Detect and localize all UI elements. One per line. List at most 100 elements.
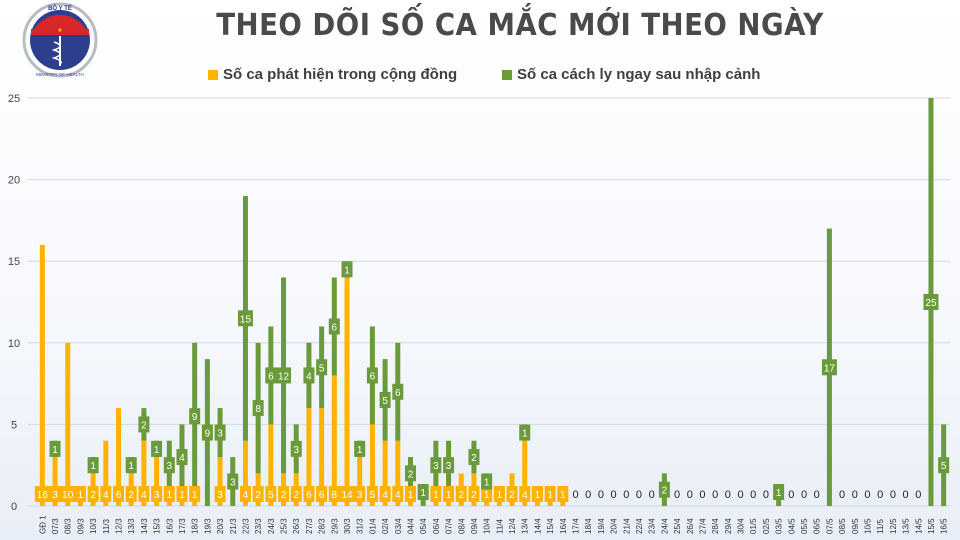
bar-group: 56 <box>366 326 378 506</box>
bar-group: 64 <box>303 342 315 506</box>
x-tick-label: 27/3 <box>305 518 314 534</box>
bar-group: 0 <box>915 489 921 501</box>
y-tick-label: 15 <box>8 256 20 268</box>
data-label-quarantine: 25 <box>925 298 937 309</box>
logo-bottom-text: MINISTRY OF HEALTH <box>36 72 84 77</box>
x-tick-label: 24/3 <box>267 518 276 534</box>
bar-group: 1 <box>773 484 785 506</box>
x-tick-label: 13/5 <box>902 518 911 534</box>
data-label-zero: 0 <box>788 489 794 501</box>
legend-swatch-quarantine <box>502 69 512 80</box>
bar-group: 0 <box>649 489 655 501</box>
y-tick-label: 0 <box>11 501 17 513</box>
data-label-bg <box>87 457 99 474</box>
data-label-bg <box>443 457 455 474</box>
data-label-community: 3 <box>357 490 363 501</box>
bar-community <box>357 457 363 506</box>
data-label-bg <box>34 486 50 502</box>
x-tick-label: 28/3 <box>318 518 327 534</box>
x-tick-label: 03/4 <box>394 518 403 534</box>
data-label-bg <box>227 473 239 490</box>
x-tick-label: 22/3 <box>241 518 250 534</box>
bar-group: 42 <box>138 408 150 506</box>
data-label-bg <box>468 449 480 466</box>
data-label-community: 4 <box>141 490 147 501</box>
data-label-quarantine: 3 <box>293 445 299 456</box>
y-tick-label: 25 <box>8 93 20 105</box>
bar-group: 4 <box>100 440 112 506</box>
data-label-community: 1 <box>484 490 490 501</box>
data-label-bg <box>316 486 328 502</box>
data-label-bg <box>138 486 150 502</box>
data-label-zero: 0 <box>687 489 693 501</box>
x-tick-label: 20/4 <box>610 518 619 534</box>
bar-group: 3 <box>227 457 239 506</box>
data-label-quarantine: 9 <box>205 429 211 440</box>
x-tick-label: 30/3 <box>343 518 352 534</box>
x-tick-label: 16/5 <box>940 518 949 534</box>
data-label-quarantine: 9 <box>192 412 198 423</box>
x-tick-label: 25/3 <box>280 518 289 534</box>
data-label-bg <box>189 486 201 502</box>
ministry-of-health-logo: ★ BỘ Y TẾ MINISTRY OF HEALTH <box>22 2 98 78</box>
data-label-quarantine: 2 <box>662 486 668 497</box>
data-label-bg <box>341 261 353 278</box>
data-label-quarantine: 2 <box>408 469 414 480</box>
bar-community <box>154 457 160 506</box>
data-label-bg <box>379 486 391 502</box>
chart-title: THEO DÕI SỐ CA MẮC MỚI THEO NGÀY <box>216 8 824 43</box>
bar-group: 33 <box>214 408 226 506</box>
bar-group: 16 <box>34 244 50 506</box>
bar-group: 0 <box>712 489 718 501</box>
data-label-community: 1 <box>433 490 439 501</box>
data-label-quarantine: 15 <box>240 314 252 325</box>
data-label-community: 3 <box>217 490 223 501</box>
data-label-bg <box>290 440 302 457</box>
data-label-community: 6 <box>319 490 325 501</box>
data-label-quarantine: 5 <box>382 396 388 407</box>
x-tick-label: 24/4 <box>660 518 669 534</box>
bar-group: 1 <box>417 484 429 506</box>
bar-group: 25 <box>923 98 939 506</box>
data-label-community: 1 <box>78 490 84 501</box>
data-label-bg <box>366 367 378 384</box>
bar-group: 11 <box>481 473 493 506</box>
bar-group: 2 <box>506 473 518 506</box>
data-label-bg <box>366 486 378 502</box>
bar-group: 2 <box>658 473 670 506</box>
bar-group: 0 <box>598 489 604 501</box>
data-label-bg <box>328 486 340 502</box>
x-tick-label: 19/3 <box>203 518 212 534</box>
bar-group: 56 <box>265 326 277 506</box>
x-tick-label: 15/3 <box>153 518 162 534</box>
data-label-quarantine: 1 <box>128 461 134 472</box>
bar-group: 45 <box>379 359 391 506</box>
bar-group: 13 <box>430 440 442 506</box>
data-label-zero: 0 <box>903 489 909 501</box>
bar-group: 21 <box>125 457 137 506</box>
x-tick-label: 23/4 <box>648 518 657 534</box>
x-tick-label: 18/4 <box>584 518 593 534</box>
bar-group: 0 <box>572 489 578 501</box>
bar-group: 19 <box>189 342 201 506</box>
data-label-community: 4 <box>103 490 109 501</box>
bar-group: 14 <box>176 424 188 506</box>
data-label-bg <box>493 486 505 502</box>
data-label-bg <box>151 440 163 457</box>
data-label-community: 1 <box>560 490 566 501</box>
x-tick-label: 14/3 <box>140 518 149 534</box>
bar-group: 31 <box>151 440 163 506</box>
data-label-bg <box>938 457 950 474</box>
data-label-quarantine: 1 <box>154 445 160 456</box>
data-label-community: 2 <box>293 490 299 501</box>
bar-group: 0 <box>877 489 883 501</box>
data-label-bg <box>276 367 292 384</box>
data-label-bg <box>237 310 253 327</box>
bar-group: 1 <box>557 486 569 506</box>
data-label-zero: 0 <box>649 489 655 501</box>
bar-community <box>268 424 274 506</box>
data-label-community: 1 <box>497 490 503 501</box>
bar-group: 1 <box>493 486 505 506</box>
data-label-bg <box>239 486 251 502</box>
